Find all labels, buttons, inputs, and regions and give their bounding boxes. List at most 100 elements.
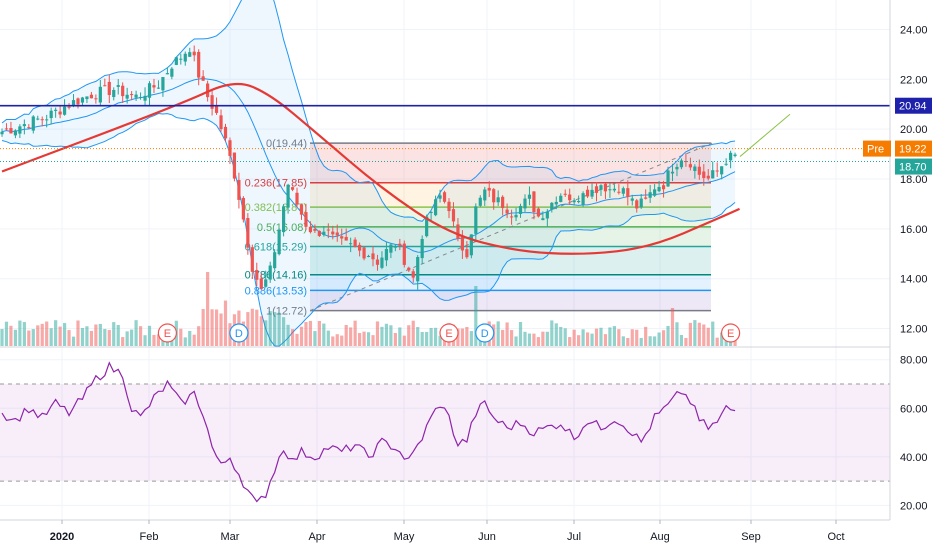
candle-body <box>116 85 120 87</box>
candle-body <box>460 235 465 251</box>
candle-body <box>675 166 679 170</box>
volume-bar <box>62 323 67 346</box>
candle-body <box>223 126 228 139</box>
volume-bar <box>465 327 469 346</box>
axes: 24.00 22.00 20.00 18.00 16.00 14.00 12.00 80.00… <box>0 0 928 543</box>
event-marker-letter: E <box>445 328 452 340</box>
candle-body <box>442 192 447 202</box>
volume-bar <box>608 327 612 346</box>
fib-zone <box>310 143 711 183</box>
fib-level-label: 0(19.44) <box>266 138 307 150</box>
volume-bar <box>720 332 724 346</box>
volume-bar <box>550 320 554 346</box>
volume-bar <box>509 330 514 346</box>
volume-bar <box>527 333 532 346</box>
volume-bar <box>76 320 80 346</box>
candle-body <box>241 197 245 220</box>
candle-body <box>492 189 496 203</box>
candle-body <box>112 89 116 98</box>
price-tick-label: 12.00 <box>900 324 928 336</box>
candle-body <box>94 98 98 100</box>
event-marker <box>229 323 249 343</box>
volume-bar <box>152 334 156 346</box>
price-tick-label: 18.00 <box>900 174 928 186</box>
fibonacci-retracement[interactable]: 0(19.44) 0.236(17.85) 0.382(16.87) 0.5(16.0… <box>245 138 713 318</box>
candle-body <box>85 96 89 100</box>
candle-body <box>572 200 576 203</box>
candle-body <box>585 189 590 197</box>
candle-body <box>54 109 58 111</box>
event-marker <box>439 323 459 343</box>
candle-body <box>612 188 616 191</box>
volume-bar <box>143 335 147 346</box>
premarket-prefix-label-text: Pre <box>867 144 884 156</box>
candle-body <box>290 187 295 190</box>
candle-body <box>130 94 134 96</box>
candle-body <box>621 188 625 194</box>
bollinger-upper <box>1 0 736 222</box>
candle-body <box>661 185 666 190</box>
volume-bar <box>456 328 460 346</box>
fib-level-label: 0.236(17.85) <box>245 178 307 190</box>
rsi-pane <box>0 346 890 503</box>
candle-body <box>13 130 18 136</box>
volume-bar <box>635 329 639 346</box>
candle-body <box>313 229 317 231</box>
volume-bar <box>715 337 719 346</box>
price-tick-label: 22.00 <box>900 74 928 86</box>
candle-body <box>4 128 9 130</box>
candle-body <box>720 166 724 175</box>
volume-bar <box>393 333 397 346</box>
volume-bar <box>89 330 93 346</box>
volume-bar <box>666 325 670 346</box>
candle-body <box>27 127 31 129</box>
volume-bar <box>626 337 630 346</box>
rsi-tick-label: 40.00 <box>900 452 928 464</box>
volume-bar <box>71 336 76 346</box>
candle-body <box>147 83 152 98</box>
candle-body <box>505 209 509 214</box>
candle-body <box>371 253 375 260</box>
volume-bar <box>362 331 366 346</box>
candle-body <box>344 236 348 241</box>
bollinger-basis <box>1 78 736 253</box>
volume-bar <box>282 317 286 346</box>
candle-body <box>165 73 169 75</box>
candle-body <box>670 171 675 174</box>
volume-bar <box>299 326 304 346</box>
volume-bar <box>407 325 411 346</box>
rsi-tick-label: 80.00 <box>900 355 928 367</box>
volume-bar <box>559 326 563 346</box>
volume-bar <box>197 326 201 346</box>
candle-body <box>152 85 156 88</box>
volume-bar <box>697 322 701 346</box>
rsi-tick-label: 60.00 <box>900 403 928 415</box>
candle-body <box>496 197 500 203</box>
drawing-lines[interactable] <box>0 104 890 163</box>
candle-body <box>286 184 290 208</box>
volume-bar <box>474 286 478 346</box>
volume-bar <box>581 329 585 346</box>
volume-bar <box>259 316 263 346</box>
candle-body <box>9 128 13 134</box>
volume-bar <box>594 328 599 346</box>
volume-bar <box>420 331 424 346</box>
volume-bar <box>308 320 313 346</box>
candle-body <box>210 95 214 109</box>
volume-bar <box>438 335 442 346</box>
candle-body <box>711 170 715 179</box>
volume-bar <box>469 331 473 346</box>
volume-bar <box>67 330 71 346</box>
candle-body <box>411 271 415 278</box>
candle-body <box>581 193 585 205</box>
volume-bar <box>568 337 572 346</box>
volume-bar <box>22 322 26 346</box>
candle-body <box>22 124 26 127</box>
volume-bar <box>371 335 375 346</box>
candle-body <box>729 152 733 161</box>
candle-body <box>89 94 93 99</box>
moving-average <box>1 82 741 255</box>
